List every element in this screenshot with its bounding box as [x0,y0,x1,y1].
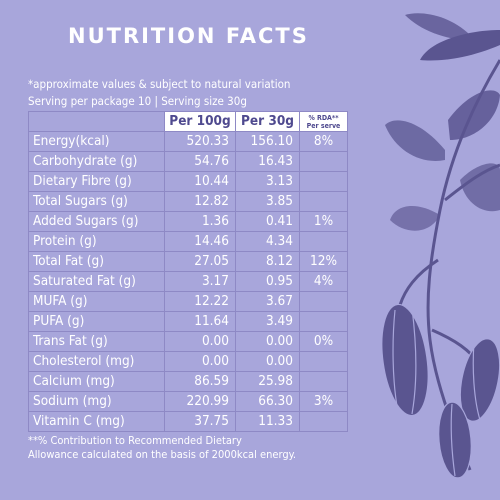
value-rda [299,291,348,312]
header-blank-cell [28,111,165,132]
value-per-30g: 8.12 [235,251,300,272]
approximation-note: *approximate values & subject to natural… [28,77,291,91]
value-rda: 1% [299,211,348,232]
value-per-30g: 4.34 [235,231,300,252]
value-rda: 4% [299,271,348,292]
footnote-line1: **% Contribution to Recommended Dietary [28,434,242,447]
table-header-row: Per 100g Per 30g % RDA** Per serve [28,111,348,132]
value-per-30g: 3.49 [235,311,300,332]
value-rda: 3% [299,391,348,412]
table-row: Energy(kcal) 520.33 156.10 8% [28,131,348,152]
nutrient-name: MUFA (g) [28,291,165,312]
nutrient-name: Protein (g) [28,231,165,252]
table-row: Carbohydrate (g) 54.76 16.43 [28,151,348,172]
nutrient-name: Dietary Fibre (g) [28,171,165,192]
value-per-30g: 0.95 [235,271,300,292]
nutrient-name: Sodium (mg) [28,391,165,412]
header-per-30g: Per 30g [235,111,300,132]
table-row: MUFA (g) 12.22 3.67 [28,291,348,312]
table-row: Vitamin C (mg) 37.75 11.33 [28,411,348,432]
value-rda [299,311,348,332]
table-row: Dietary Fibre (g) 10.44 3.13 [28,171,348,192]
value-per-100g: 14.46 [164,231,236,252]
value-per-30g: 0.00 [235,351,300,372]
table-row: Trans Fat (g) 0.00 0.00 0% [28,331,348,352]
serving-info: Serving per package 10 | Serving size 30… [28,94,247,108]
table-row: Total Fat (g) 27.05 8.12 12% [28,251,348,272]
table-row: PUFA (g) 11.64 3.49 [28,311,348,332]
nutrient-name: Total Fat (g) [28,251,165,272]
header-rda: % RDA** Per serve [299,111,348,132]
value-rda: 8% [299,131,348,152]
nutrient-name: PUFA (g) [28,311,165,332]
value-per-30g: 66.30 [235,391,300,412]
nutrient-name: Carbohydrate (g) [28,151,165,172]
value-per-30g: 3.67 [235,291,300,312]
value-per-30g: 0.00 [235,331,300,352]
header-rda-line2: Per serve [306,121,341,130]
value-rda [299,351,348,372]
value-per-30g: 3.85 [235,191,300,212]
value-per-30g: 16.43 [235,151,300,172]
table-row: Saturated Fat (g) 3.17 0.95 4% [28,271,348,292]
value-per-30g: 0.41 [235,211,300,232]
header-per-100g: Per 100g [164,111,236,132]
header-rda-line1: % RDA** [308,113,339,122]
value-rda [299,231,348,252]
value-per-100g: 27.05 [164,251,236,272]
table-row: Added Sugars (g) 1.36 0.41 1% [28,211,348,232]
page-title: NUTRITION FACTS [68,24,309,48]
value-per-100g: 520.33 [164,131,236,152]
nutrition-table: Per 100g Per 30g % RDA** Per serve Energ… [28,111,348,432]
nutrient-name: Calcium (mg) [28,371,165,392]
rda-footnote: **% Contribution to Recommended Dietary … [28,434,296,462]
nutrient-name: Added Sugars (g) [28,211,165,232]
nutrient-name: Vitamin C (mg) [28,411,165,432]
nutrient-name: Energy(kcal) [28,131,165,152]
value-per-100g: 12.22 [164,291,236,312]
value-per-100g: 3.17 [164,271,236,292]
value-per-100g: 220.99 [164,391,236,412]
value-per-100g: 37.75 [164,411,236,432]
table-row: Sodium (mg) 220.99 66.30 3% [28,391,348,412]
value-per-30g: 3.13 [235,171,300,192]
footnote-line2: Allowance calculated on the basis of 200… [28,448,297,461]
value-per-100g: 54.76 [164,151,236,172]
value-per-100g: 11.64 [164,311,236,332]
value-rda: 0% [299,331,348,352]
value-rda [299,411,348,432]
value-rda: 12% [299,251,348,272]
value-per-100g: 0.00 [164,331,236,352]
table-row: Protein (g) 14.46 4.34 [28,231,348,252]
value-per-100g: 12.82 [164,191,236,212]
table-row: Calcium (mg) 86.59 25.98 [28,371,348,392]
value-per-100g: 0.00 [164,351,236,372]
value-per-30g: 11.33 [235,411,300,432]
value-rda [299,171,348,192]
value-rda [299,191,348,212]
nutrient-name: Trans Fat (g) [28,331,165,352]
value-per-30g: 25.98 [235,371,300,392]
table-row: Total Sugars (g) 12.82 3.85 [28,191,348,212]
value-rda [299,371,348,392]
value-per-100g: 10.44 [164,171,236,192]
value-rda [299,151,348,172]
value-per-100g: 86.59 [164,371,236,392]
value-per-30g: 156.10 [235,131,300,152]
value-per-100g: 1.36 [164,211,236,232]
nutrient-name: Cholesterol (mg) [28,351,165,372]
nutrient-name: Total Sugars (g) [28,191,165,212]
nutrient-name: Saturated Fat (g) [28,271,165,292]
table-row: Cholesterol (mg) 0.00 0.00 [28,351,348,372]
